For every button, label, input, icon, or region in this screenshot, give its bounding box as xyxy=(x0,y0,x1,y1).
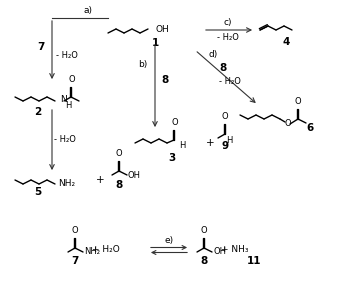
Text: 8: 8 xyxy=(219,63,227,73)
Text: - H₂O: - H₂O xyxy=(219,77,241,86)
Text: 8: 8 xyxy=(161,75,169,85)
Text: 5: 5 xyxy=(34,187,42,197)
Text: O: O xyxy=(222,112,228,121)
Text: 7: 7 xyxy=(37,42,45,52)
Text: 4: 4 xyxy=(282,37,290,47)
Text: a): a) xyxy=(83,5,92,14)
Text: O: O xyxy=(295,97,301,106)
Text: OH: OH xyxy=(128,170,141,179)
Text: O: O xyxy=(72,226,78,235)
Text: 2: 2 xyxy=(34,107,42,117)
Text: O: O xyxy=(68,75,75,84)
Text: - H₂O: - H₂O xyxy=(54,135,76,145)
Text: OH: OH xyxy=(213,247,226,257)
Text: e): e) xyxy=(164,236,174,245)
Text: 9: 9 xyxy=(221,141,229,151)
Text: 8: 8 xyxy=(200,256,208,266)
Text: 6: 6 xyxy=(306,123,313,133)
Text: c): c) xyxy=(224,18,232,26)
Text: O: O xyxy=(285,120,291,128)
Text: 7: 7 xyxy=(71,256,79,266)
Text: 11: 11 xyxy=(247,256,261,266)
Text: +: + xyxy=(206,138,214,148)
Text: +: + xyxy=(96,175,104,185)
Text: NH₂: NH₂ xyxy=(84,247,100,257)
Text: - H₂O: - H₂O xyxy=(56,50,78,60)
Text: NH₂: NH₂ xyxy=(58,179,75,189)
Text: O: O xyxy=(116,149,122,158)
Text: O: O xyxy=(171,118,178,127)
Text: H: H xyxy=(226,136,233,145)
Text: N: N xyxy=(60,96,67,105)
Text: 1: 1 xyxy=(152,38,158,48)
Text: H: H xyxy=(179,141,185,150)
Text: + H₂O: + H₂O xyxy=(92,245,120,255)
Text: + NH₃: + NH₃ xyxy=(221,245,249,255)
Text: H: H xyxy=(65,101,71,111)
Text: - H₂O: - H₂O xyxy=(217,33,239,41)
Text: b): b) xyxy=(138,60,148,69)
Text: OH: OH xyxy=(155,24,169,33)
Text: 8: 8 xyxy=(115,180,122,190)
Text: O: O xyxy=(201,226,207,235)
Text: d): d) xyxy=(208,50,218,60)
Text: 3: 3 xyxy=(169,153,176,163)
